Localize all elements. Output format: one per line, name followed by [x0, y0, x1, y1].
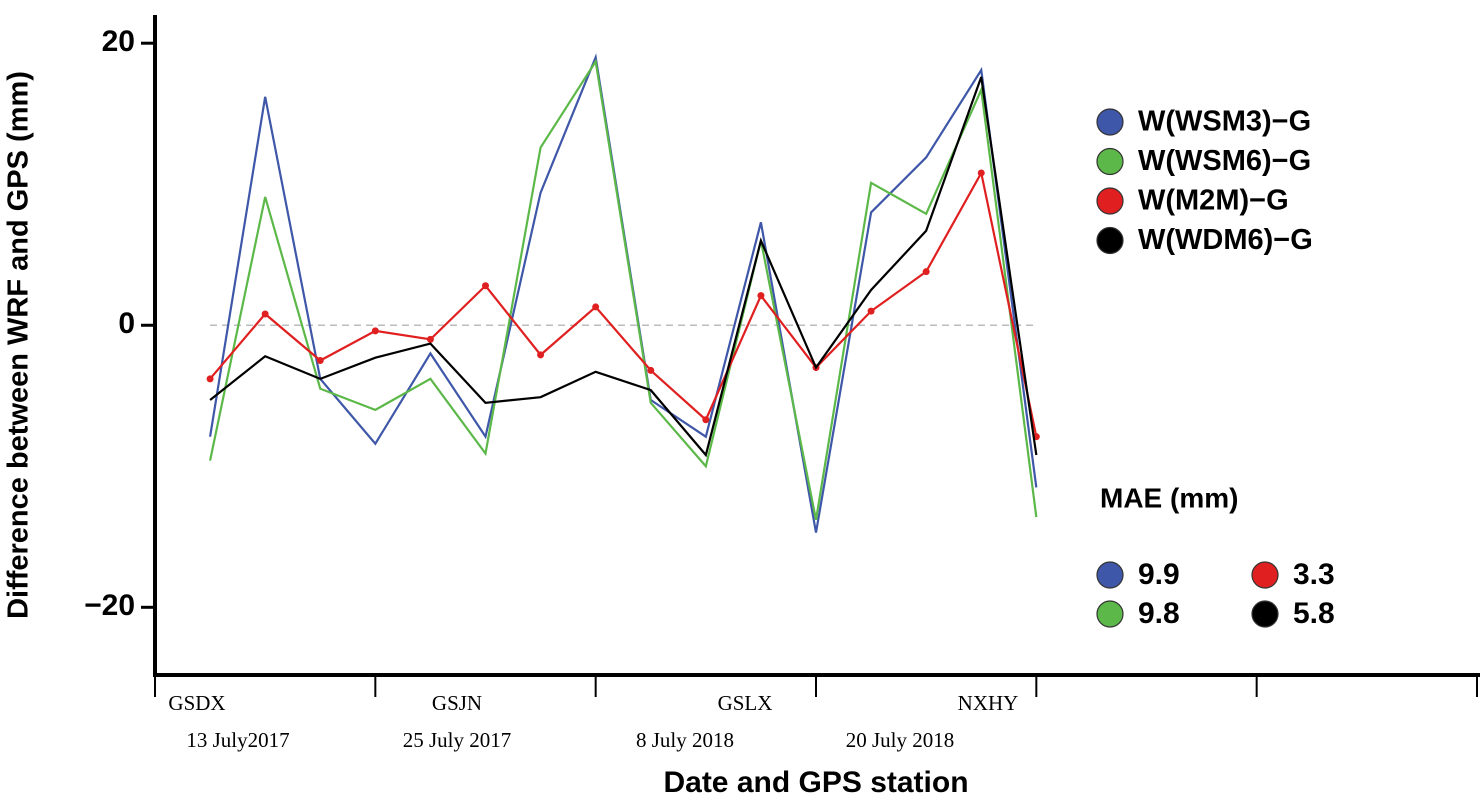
- date-label: 8 July 2018: [636, 728, 734, 752]
- mae-value: 5.8: [1293, 597, 1335, 630]
- data-point: [592, 303, 600, 311]
- legend-label: W(WSM3)−G: [1138, 106, 1311, 138]
- legend-label: W(WSM6)−G: [1138, 145, 1311, 177]
- data-point: [371, 327, 379, 335]
- data-point: [922, 268, 930, 276]
- mae-value: 3.3: [1293, 558, 1335, 591]
- mae-swatch: [1251, 561, 1279, 589]
- mae-title: MAE (mm): [1100, 482, 1238, 513]
- data-point: [867, 307, 875, 315]
- data-point: [482, 282, 489, 290]
- series-line: [208, 53, 1038, 533]
- series-line: [209, 58, 1038, 521]
- y-tick-label: 0: [118, 307, 135, 340]
- station-label: GSJN: [432, 691, 482, 715]
- legend-swatch: [1096, 108, 1124, 136]
- legend-label: W(M2M)−G: [1138, 185, 1289, 217]
- series-line: [209, 76, 1038, 458]
- mae-value: 9.8: [1138, 597, 1180, 630]
- station-label: GSDX: [168, 691, 225, 715]
- data-point: [426, 335, 434, 343]
- mae-value: 9.9: [1138, 558, 1180, 591]
- y-tick-label: 20: [102, 25, 135, 58]
- legend-swatch: [1096, 147, 1124, 176]
- data-point: [316, 357, 324, 365]
- y-axis-label: Difference between WRF and GPS (mm): [3, 71, 35, 619]
- series-line: [209, 169, 1038, 437]
- legend-swatch: [1096, 187, 1124, 215]
- date-label: 13 July2017: [186, 728, 289, 752]
- mae-swatch: [1096, 561, 1124, 589]
- x-axis-label: Date and GPS station: [663, 766, 968, 798]
- mae-swatch: [1096, 600, 1124, 628]
- data-point: [757, 292, 765, 300]
- station-label: GSLX: [718, 691, 773, 715]
- y-tick-label: −20: [84, 589, 135, 622]
- date-label: 20 July 2018: [846, 728, 955, 752]
- data-point: [206, 375, 214, 383]
- data-point: [647, 366, 655, 374]
- data-point: [261, 310, 269, 318]
- data-point: [537, 351, 545, 359]
- mae-swatch: [1251, 600, 1279, 628]
- data-point: [977, 169, 985, 177]
- legend-label: W(WDM6)−G: [1138, 224, 1313, 256]
- data-point: [702, 416, 710, 424]
- legend-swatch: [1096, 226, 1124, 255]
- date-label: 25 July 2017: [403, 728, 512, 752]
- station-label: NXHY: [958, 691, 1019, 715]
